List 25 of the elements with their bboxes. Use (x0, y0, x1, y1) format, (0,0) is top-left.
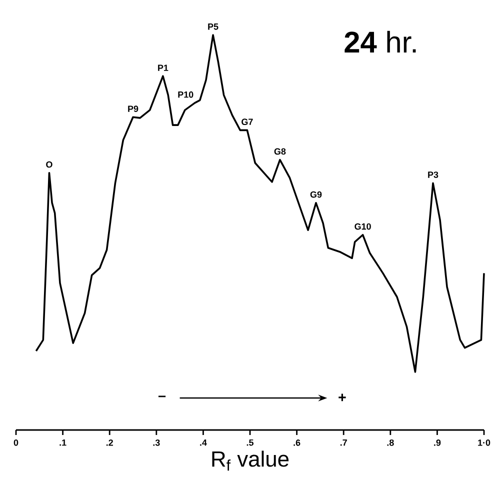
x-tick-label: .7 (340, 439, 347, 446)
annotation: G9 (310, 191, 322, 198)
x-tick-label: .1 (60, 439, 66, 446)
x-tick-label: .9 (434, 439, 441, 446)
annotation: – (158, 396, 166, 398)
annotation: G8 (274, 148, 286, 155)
annotation: + (338, 394, 346, 402)
annotation: P5 (208, 24, 218, 30)
x-tick-label: .6 (294, 439, 300, 446)
annotation: G7 (242, 118, 253, 126)
x-tick-label: .3 (153, 439, 160, 446)
x-tick-label: .4 (200, 439, 207, 446)
x-tick-label: 0 (14, 439, 18, 446)
chart-title: 24 hr. (344, 30, 416, 52)
annotation: O (46, 161, 52, 168)
annotation: P3 (428, 172, 438, 178)
x-tick-label: 1·0 (478, 439, 490, 446)
annotation: P10 (178, 91, 194, 98)
annotation: P1 (158, 64, 168, 71)
x-axis-title: R$_{f}$ value (212, 450, 289, 471)
annotation: P9 (128, 106, 138, 112)
x-tick-label: .8 (387, 439, 394, 446)
annotation: G10 (354, 223, 371, 230)
x-tick-label: .5 (246, 439, 254, 446)
x-tick-label: .2 (106, 439, 113, 446)
